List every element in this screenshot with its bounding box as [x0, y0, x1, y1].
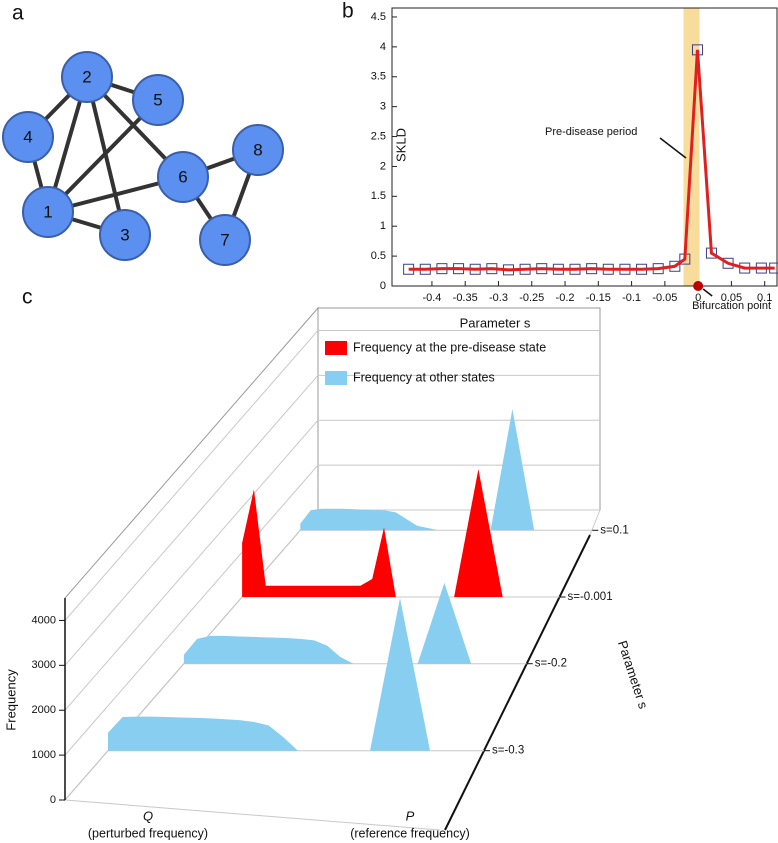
grid-line	[64, 375, 319, 666]
panel-label: a	[12, 2, 24, 25]
p-distribution	[417, 582, 472, 664]
y-tick-label: 1.5	[371, 190, 386, 202]
node	[132, 74, 184, 126]
panel-label: c	[22, 286, 33, 309]
q-distribution	[108, 716, 299, 751]
grid-line	[64, 464, 319, 756]
q-distribution	[300, 508, 439, 531]
y-tick-label: 3.5	[371, 71, 386, 83]
z-tick-label: 4000	[32, 614, 56, 626]
node-label: 7	[220, 230, 229, 249]
legend-swatch	[325, 341, 347, 355]
y-axis-label: SKLD	[393, 128, 408, 162]
x-tick-label: -0.15	[586, 292, 611, 304]
bifurcation-point	[693, 281, 704, 291]
annotation-arrow	[659, 137, 687, 159]
q-distribution	[242, 489, 396, 597]
x-label: Q	[143, 808, 153, 823]
x-tick-label: -0.3	[489, 292, 508, 304]
node-label: 5	[153, 90, 162, 109]
legend-label: Frequency at the pre-disease state	[353, 340, 546, 354]
z-tick-label: 3000	[32, 659, 56, 671]
x-tick-label: -0.05	[652, 292, 677, 304]
x-tick-label: 0.05	[721, 292, 742, 304]
depth-tick-label: s=-0.3	[492, 745, 524, 757]
depth-tick-label: s=-0.001	[568, 591, 613, 603]
node-label: 6	[178, 167, 187, 186]
x-tick-label: 0.1	[757, 292, 772, 304]
plot-frame	[391, 7, 778, 287]
y-tick-label: 0	[380, 280, 386, 292]
y-tick-label: 4	[380, 41, 386, 53]
node-label: 1	[43, 202, 52, 221]
q-distribution	[183, 635, 354, 664]
x-label-description: (perturbed frequency)	[88, 826, 208, 840]
back-wall	[317, 307, 601, 511]
node-label: 2	[82, 67, 91, 86]
depth-axis-label: Parameter s	[615, 639, 651, 711]
z-tick-label: 1000	[32, 749, 56, 761]
y-tick-label: 2	[380, 160, 386, 172]
z-tick-label: 0	[50, 794, 56, 806]
y-tick-label: 1	[380, 220, 386, 232]
x-label-description: (reference frequency)	[350, 826, 470, 840]
edge	[46, 98, 160, 214]
line	[408, 49, 775, 272]
p-distribution	[490, 409, 535, 531]
grid-line	[64, 419, 319, 711]
edge	[85, 76, 127, 236]
annotation: Pre-disease period	[545, 126, 637, 138]
node-label: 3	[120, 225, 129, 244]
y-tick-label: 4.5	[371, 11, 386, 23]
x-tick-label: -0.1	[622, 292, 641, 304]
x-tick-label: -0.2	[556, 292, 575, 304]
z-axis-label: Frequency	[3, 669, 18, 731]
floor-edge	[64, 799, 441, 831]
x-tick-label: -0.4	[422, 292, 441, 304]
x-axis-label: Parameter s	[460, 315, 531, 330]
x-tick-label: 0	[695, 292, 701, 304]
node	[199, 214, 251, 266]
depth-tick-label: s=-0.2	[535, 658, 567, 670]
node	[157, 151, 209, 203]
annotation: Bifurcation point	[692, 300, 771, 312]
depth-tick-label: s=0.1	[600, 524, 628, 536]
node	[99, 209, 151, 261]
panel-label: b	[342, 0, 354, 23]
node	[22, 186, 74, 238]
z-tick-label: 2000	[32, 704, 56, 716]
annotation-arrow	[702, 288, 713, 297]
grid-line	[64, 330, 319, 621]
x-label: P	[406, 808, 415, 823]
x-tick-label: -0.35	[453, 292, 478, 304]
y-tick-label: 2.5	[371, 130, 386, 142]
depth-axis	[444, 534, 591, 831]
floor-edge	[589, 509, 601, 536]
y-tick-label: 3	[380, 101, 386, 113]
y-tick-label: 0.5	[371, 250, 386, 262]
node-label: 8	[253, 140, 262, 159]
legend-swatch	[325, 371, 347, 385]
node	[232, 124, 284, 176]
x-tick-label: -0.25	[519, 292, 544, 304]
p-distribution	[454, 469, 503, 597]
p-distribution	[370, 598, 431, 751]
legend-label: Frequency at other states	[353, 370, 495, 384]
node-label: 4	[23, 127, 32, 146]
node	[2, 111, 54, 163]
node	[61, 51, 113, 103]
